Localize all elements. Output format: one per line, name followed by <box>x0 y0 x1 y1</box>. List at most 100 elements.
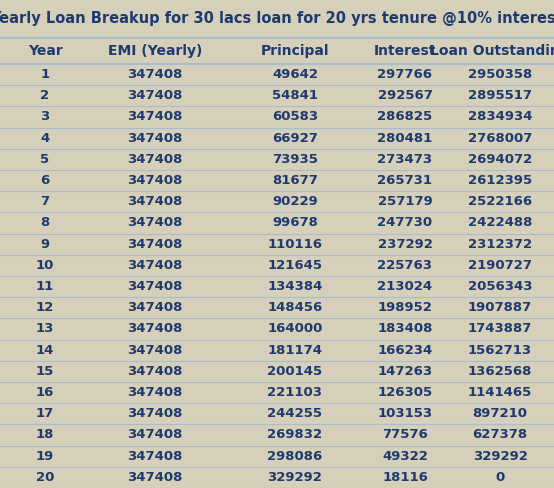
Text: 147263: 147263 <box>377 365 433 378</box>
Text: 347408: 347408 <box>127 280 183 293</box>
Text: 269832: 269832 <box>268 428 322 442</box>
Text: 11: 11 <box>36 280 54 293</box>
Text: 347408: 347408 <box>127 428 183 442</box>
Text: 77576: 77576 <box>382 428 428 442</box>
Text: 1562713: 1562713 <box>468 344 532 357</box>
Text: 198952: 198952 <box>378 301 433 314</box>
Text: 2312372: 2312372 <box>468 238 532 251</box>
Text: 1141465: 1141465 <box>468 386 532 399</box>
Text: 347408: 347408 <box>127 89 183 102</box>
Text: 8: 8 <box>40 217 50 229</box>
Text: 110116: 110116 <box>268 238 322 251</box>
Text: 1907887: 1907887 <box>468 301 532 314</box>
Text: 347408: 347408 <box>127 323 183 336</box>
Text: Loan Outstanding: Loan Outstanding <box>430 44 554 58</box>
Text: 2: 2 <box>40 89 49 102</box>
Text: 347408: 347408 <box>127 301 183 314</box>
Text: 121645: 121645 <box>268 259 322 272</box>
Text: 49322: 49322 <box>382 450 428 463</box>
Text: 897210: 897210 <box>473 407 527 420</box>
Text: 347408: 347408 <box>127 471 183 484</box>
Text: 60583: 60583 <box>272 110 318 123</box>
Text: 347408: 347408 <box>127 217 183 229</box>
Text: 2768007: 2768007 <box>468 132 532 145</box>
Text: 20: 20 <box>36 471 54 484</box>
Text: 225763: 225763 <box>377 259 433 272</box>
Text: 627378: 627378 <box>473 428 527 442</box>
Text: 73935: 73935 <box>272 153 318 166</box>
Text: EMI (Yearly): EMI (Yearly) <box>108 44 202 58</box>
Text: Year: Year <box>28 44 63 58</box>
Text: 2694072: 2694072 <box>468 153 532 166</box>
Text: 2522166: 2522166 <box>468 195 532 208</box>
Text: 148456: 148456 <box>268 301 322 314</box>
Text: Yearly Loan Breakup for 30 lacs loan for 20 yrs tenure @10% interest: Yearly Loan Breakup for 30 lacs loan for… <box>0 12 554 26</box>
Text: 265731: 265731 <box>377 174 433 187</box>
Text: 49642: 49642 <box>272 68 318 81</box>
Text: 297766: 297766 <box>377 68 433 81</box>
Text: 1743887: 1743887 <box>468 323 532 336</box>
Text: Principal: Principal <box>261 44 329 58</box>
Text: 19: 19 <box>36 450 54 463</box>
Text: 99678: 99678 <box>272 217 318 229</box>
Text: 54841: 54841 <box>272 89 318 102</box>
Text: 7: 7 <box>40 195 49 208</box>
Text: Interest: Interest <box>374 44 436 58</box>
Text: 347408: 347408 <box>127 132 183 145</box>
Text: 2950358: 2950358 <box>468 68 532 81</box>
Text: 347408: 347408 <box>127 195 183 208</box>
Text: 2895517: 2895517 <box>468 89 532 102</box>
Text: 134384: 134384 <box>268 280 322 293</box>
Text: 329292: 329292 <box>268 471 322 484</box>
Text: 347408: 347408 <box>127 450 183 463</box>
Text: 2422488: 2422488 <box>468 217 532 229</box>
Text: 347408: 347408 <box>127 407 183 420</box>
Text: 273473: 273473 <box>377 153 433 166</box>
Text: 90229: 90229 <box>272 195 318 208</box>
Text: 13: 13 <box>36 323 54 336</box>
Text: 3: 3 <box>40 110 50 123</box>
Text: 164000: 164000 <box>268 323 322 336</box>
Text: 286825: 286825 <box>377 110 433 123</box>
Text: 221103: 221103 <box>268 386 322 399</box>
Text: 18116: 18116 <box>382 471 428 484</box>
Text: 1362568: 1362568 <box>468 365 532 378</box>
Text: 213024: 213024 <box>377 280 433 293</box>
Text: 247730: 247730 <box>377 217 433 229</box>
Text: 347408: 347408 <box>127 68 183 81</box>
Text: 16: 16 <box>36 386 54 399</box>
Text: 15: 15 <box>36 365 54 378</box>
Text: 237292: 237292 <box>378 238 433 251</box>
Text: 292567: 292567 <box>378 89 433 102</box>
Text: 0: 0 <box>495 471 505 484</box>
Text: 4: 4 <box>40 132 50 145</box>
Text: 2190727: 2190727 <box>468 259 532 272</box>
Text: 9: 9 <box>40 238 49 251</box>
Text: 2056343: 2056343 <box>468 280 532 293</box>
Text: 2834934: 2834934 <box>468 110 532 123</box>
Text: 5: 5 <box>40 153 49 166</box>
Text: 17: 17 <box>36 407 54 420</box>
Text: 181174: 181174 <box>268 344 322 357</box>
Text: 298086: 298086 <box>268 450 322 463</box>
Text: 81677: 81677 <box>272 174 318 187</box>
Text: 347408: 347408 <box>127 386 183 399</box>
Text: 10: 10 <box>36 259 54 272</box>
Text: 257179: 257179 <box>378 195 432 208</box>
Text: 14: 14 <box>36 344 54 357</box>
Text: 18: 18 <box>36 428 54 442</box>
Text: 6: 6 <box>40 174 50 187</box>
Text: 126305: 126305 <box>377 386 433 399</box>
Text: 347408: 347408 <box>127 259 183 272</box>
Text: 280481: 280481 <box>377 132 433 145</box>
Text: 166234: 166234 <box>377 344 433 357</box>
Text: 347408: 347408 <box>127 344 183 357</box>
Text: 2612395: 2612395 <box>468 174 532 187</box>
Text: 183408: 183408 <box>377 323 433 336</box>
Text: 12: 12 <box>36 301 54 314</box>
Text: 244255: 244255 <box>268 407 322 420</box>
Text: 347408: 347408 <box>127 365 183 378</box>
Text: 347408: 347408 <box>127 110 183 123</box>
Text: 200145: 200145 <box>268 365 322 378</box>
Text: 103153: 103153 <box>377 407 433 420</box>
